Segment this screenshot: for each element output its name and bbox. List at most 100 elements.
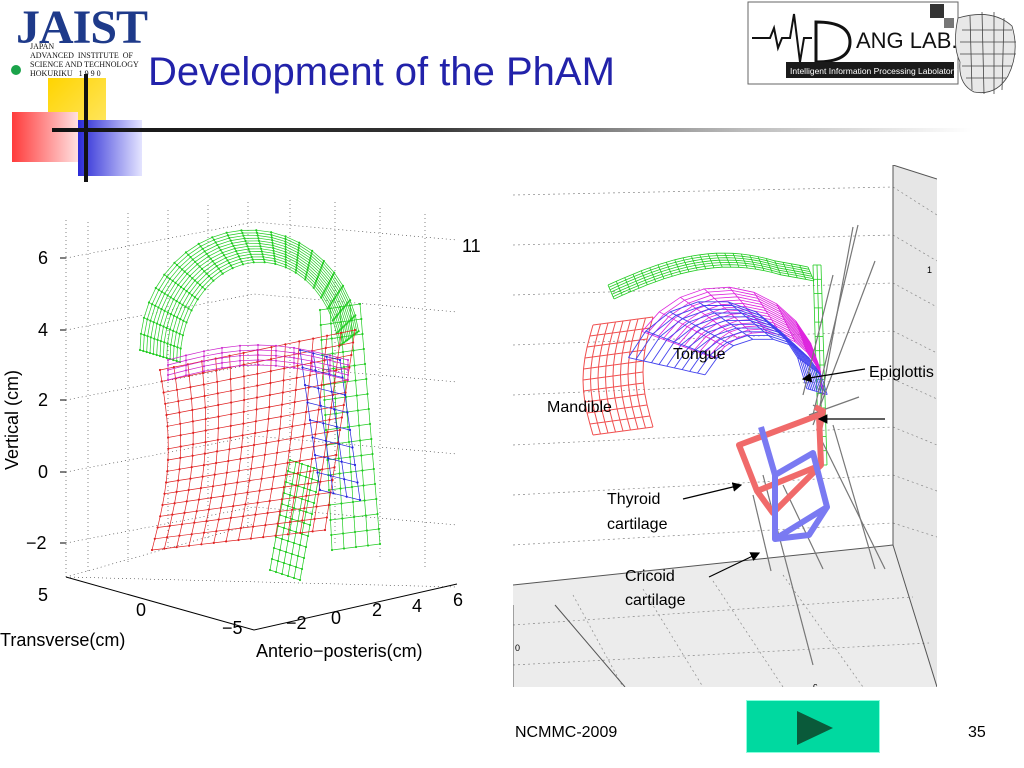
mesh-node <box>224 483 227 486</box>
mesh-node <box>366 544 370 547</box>
mesh-node <box>239 527 242 530</box>
mesh-node <box>312 352 315 355</box>
mesh-node <box>232 244 235 247</box>
epiglottis-label: Epiglottis <box>869 364 934 381</box>
mesh-line <box>309 419 351 431</box>
mesh-node <box>247 247 250 251</box>
mesh-node <box>284 266 287 269</box>
mesh-node <box>226 259 229 262</box>
mesh-node <box>168 328 172 331</box>
mesh-node <box>272 249 275 252</box>
mesh-node <box>240 229 243 232</box>
mesh-node <box>193 279 196 282</box>
mesh-node <box>249 537 252 540</box>
mesh-node <box>343 324 346 327</box>
mesh-node <box>205 520 208 523</box>
mesh-node <box>290 552 294 556</box>
mesh-line <box>659 311 725 347</box>
mesh-node <box>175 490 178 493</box>
mesh-node <box>307 264 310 267</box>
mesh-node <box>166 536 169 539</box>
mesh-node <box>320 383 323 387</box>
mesh-node <box>243 387 246 390</box>
mesh-node <box>179 347 182 350</box>
mesh-node <box>348 455 352 459</box>
mesh-node <box>200 267 204 270</box>
mesh-node <box>192 443 195 446</box>
mesh-node <box>302 521 306 525</box>
ap-tick: 4 <box>412 596 422 616</box>
mesh-node <box>254 432 257 435</box>
mesh-node <box>245 242 248 245</box>
mesh-node <box>344 340 347 343</box>
mesh-node <box>295 261 299 264</box>
mesh-node <box>306 534 310 538</box>
mesh-node <box>346 339 349 342</box>
mesh-node <box>231 267 234 270</box>
mesh-node <box>224 256 227 259</box>
mesh-node <box>319 480 322 483</box>
y-tick: 4 <box>38 320 48 340</box>
mesh-node <box>152 352 155 356</box>
mesh-node <box>330 275 334 278</box>
mesh-node <box>212 279 215 282</box>
thyroid-arrow <box>682 482 743 500</box>
mesh-node <box>314 490 318 494</box>
mesh-node <box>244 239 247 243</box>
mesh-node <box>280 498 283 501</box>
mesh-node <box>298 241 301 244</box>
mesh-node <box>210 496 213 499</box>
jaist-logo-subtext: JAPAN ADVANCED INSTITUTE OF SCIENCE AND … <box>30 42 139 78</box>
mesh-node <box>166 458 170 462</box>
mesh-blue-tongue <box>298 348 362 502</box>
mesh-node <box>150 548 154 552</box>
mesh-node <box>176 346 179 349</box>
mesh-node <box>293 361 295 364</box>
mesh-node <box>239 257 242 261</box>
mesh-node <box>329 322 332 325</box>
next-slide-button[interactable] <box>746 700 880 753</box>
mesh-node <box>340 335 344 339</box>
mesh-node <box>242 375 246 378</box>
mesh-node <box>143 333 146 337</box>
mesh-node <box>272 546 276 550</box>
mesh-node <box>309 361 313 365</box>
mesh-node <box>256 372 259 375</box>
mesh-node <box>219 506 223 509</box>
mesh-node <box>205 252 208 255</box>
mesh-node <box>203 365 205 368</box>
mesh-node <box>306 464 310 468</box>
gray-ligament-line <box>818 434 886 570</box>
mesh-node <box>343 380 347 384</box>
mesh-line <box>806 388 828 396</box>
mesh-node <box>328 279 331 283</box>
mesh-node <box>361 469 364 472</box>
mesh-node <box>314 282 317 285</box>
mesh-node <box>179 434 182 437</box>
mesh-node <box>297 246 300 249</box>
mesh-node <box>156 526 159 529</box>
mesh-node <box>364 514 367 517</box>
mesh-node <box>184 305 187 308</box>
mesh-node <box>179 318 182 321</box>
mesh-line <box>604 321 616 433</box>
mesh-node <box>257 359 259 361</box>
mesh-node <box>306 499 310 503</box>
mesh-node <box>324 413 327 417</box>
mesh-node <box>221 356 223 359</box>
mesh-line <box>797 357 822 376</box>
mesh-node <box>273 257 276 260</box>
mesh-node <box>246 245 249 248</box>
mesh-node <box>310 512 314 516</box>
mesh-line <box>312 437 353 448</box>
ecg-line-icon <box>752 13 812 63</box>
mesh-node <box>203 370 205 373</box>
mesh-node <box>268 499 271 503</box>
mesh-node <box>361 332 364 336</box>
mesh-node <box>167 447 170 450</box>
mesh-node <box>321 468 324 471</box>
mesh-node <box>203 250 206 253</box>
mesh-node <box>343 478 346 481</box>
mesh-node <box>149 319 152 322</box>
mesh-node <box>312 466 316 470</box>
